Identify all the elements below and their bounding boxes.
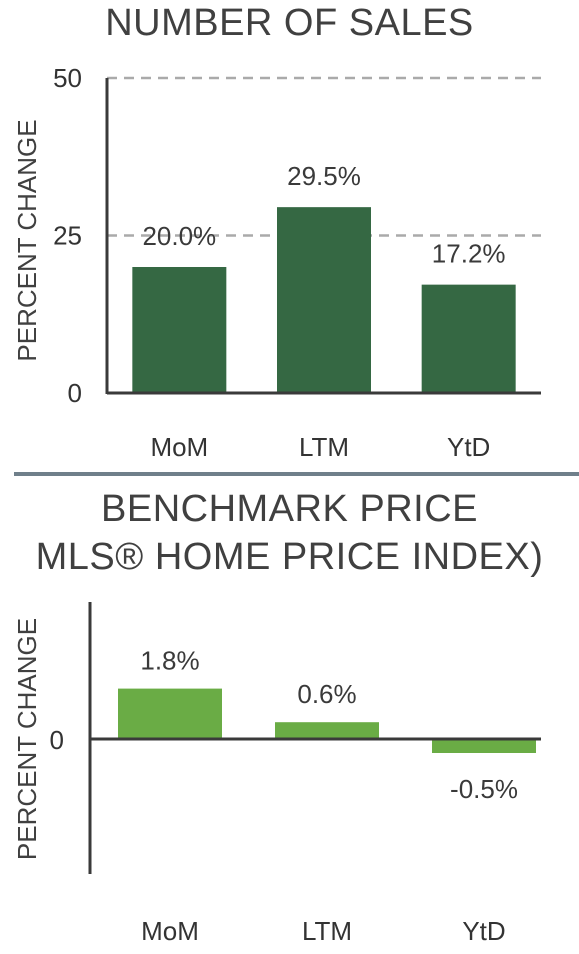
y-tick-label: 50 bbox=[53, 63, 82, 93]
data-label: 20.0% bbox=[142, 221, 216, 251]
data-label: -0.5% bbox=[450, 774, 518, 804]
data-label: 29.5% bbox=[287, 161, 361, 191]
x-category-label: YtD bbox=[462, 916, 505, 946]
sales-chart-panel: NUMBER OF SALES 0 25 50 PERCENT CHANGE 20.0%… bbox=[0, 0, 579, 470]
y-tick-label: 25 bbox=[53, 221, 82, 251]
data-label: 1.8% bbox=[140, 646, 199, 676]
y-axis-label: PERCENT CHANGE bbox=[12, 119, 42, 361]
y-tick-label: 0 bbox=[68, 378, 82, 408]
bar-ytd bbox=[432, 739, 536, 753]
x-category-label: MoM bbox=[150, 432, 208, 462]
x-category-label: YtD bbox=[447, 432, 490, 462]
data-label: 17.2% bbox=[432, 239, 506, 269]
bar-ltm bbox=[275, 722, 379, 739]
sales-chart: 0 25 50 PERCENT CHANGE 20.0% MoM 29.5% LTM 17.2%… bbox=[12, 63, 541, 462]
benchmark-chart: 0 PERCENT CHANGE 1.8% MoM 0.6% LTM -0.5% YtD bbox=[12, 602, 541, 946]
x-category-label: MoM bbox=[141, 916, 199, 946]
y-axis-label: PERCENT CHANGE bbox=[12, 618, 42, 860]
bar-mom bbox=[132, 267, 227, 393]
x-category-label: LTM bbox=[302, 916, 352, 946]
x-category-label: LTM bbox=[299, 432, 349, 462]
benchmark-chart-title-line2: MLS® HOME PRICE INDEX) bbox=[35, 536, 544, 578]
bar-ytd bbox=[421, 284, 516, 393]
data-label: 0.6% bbox=[297, 679, 356, 709]
y-tick-label: 0 bbox=[50, 725, 64, 755]
benchmark-chart-panel: BENCHMARK PRICE MLS® HOME PRICE INDEX) 0… bbox=[0, 478, 579, 954]
benchmark-chart-title-line1: BENCHMARK PRICE bbox=[101, 488, 478, 530]
chart-divider bbox=[14, 472, 579, 476]
bar-ltm bbox=[277, 207, 371, 393]
bar-mom bbox=[118, 688, 222, 739]
sales-chart-title: NUMBER OF SALES bbox=[105, 2, 474, 44]
